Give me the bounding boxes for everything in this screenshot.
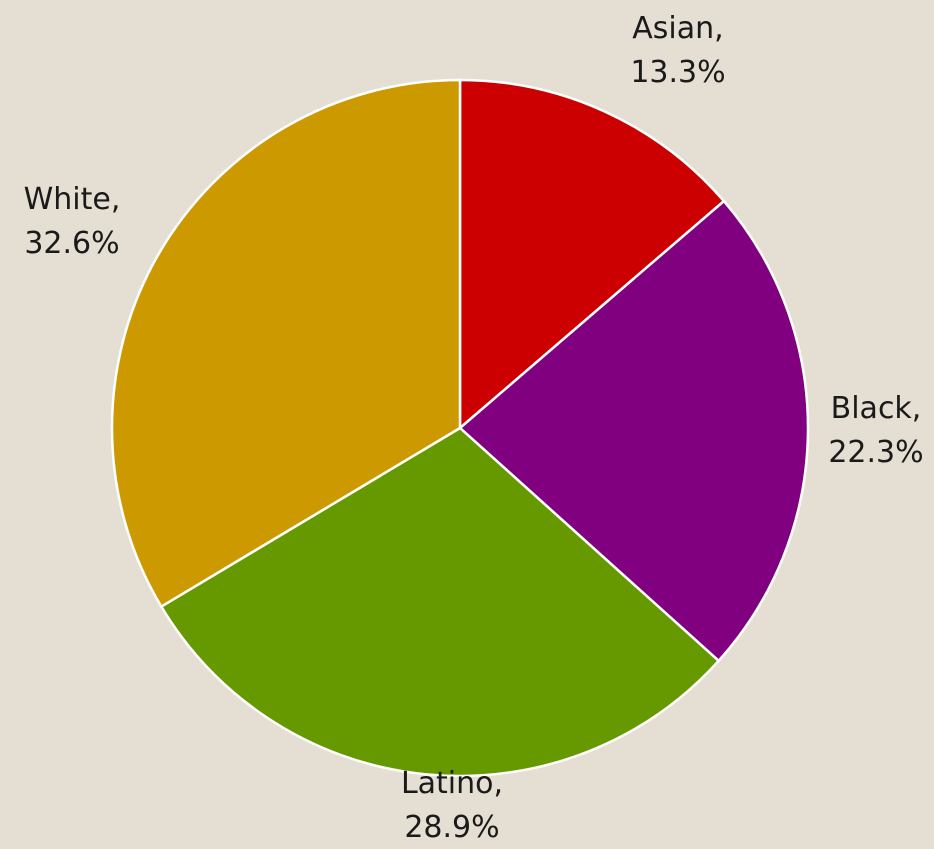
pie-label-percent: 22.3% [828,435,923,470]
pie-slices [110,78,810,778]
pie-label-percent: 13.3% [630,55,725,90]
pie-labels: Asian, 13.3% Black, 22.3% Latino, 28.9% White,… [24,11,924,845]
pie-label-percent: 32.6% [24,226,119,261]
pie-slice-latino [159,426,721,778]
pie-slice-white [110,78,462,609]
pie-label-category: White, [24,182,121,217]
pie-label-percent: 28.9% [404,810,499,845]
pie-label-category: Black, [831,391,922,426]
pie-label-latino: Latino, 28.9% [401,766,503,845]
pie-label-white: White, 32.6% [24,182,121,261]
pie-label-asian: Asian, 13.3% [630,11,725,90]
pie-label-black: Black, 22.3% [828,391,923,470]
pie-slice-asian [458,78,726,431]
pie-slice-black [458,199,810,663]
pie-label-category: Asian, [632,11,723,46]
pie-label-category: Latino, [401,766,503,801]
